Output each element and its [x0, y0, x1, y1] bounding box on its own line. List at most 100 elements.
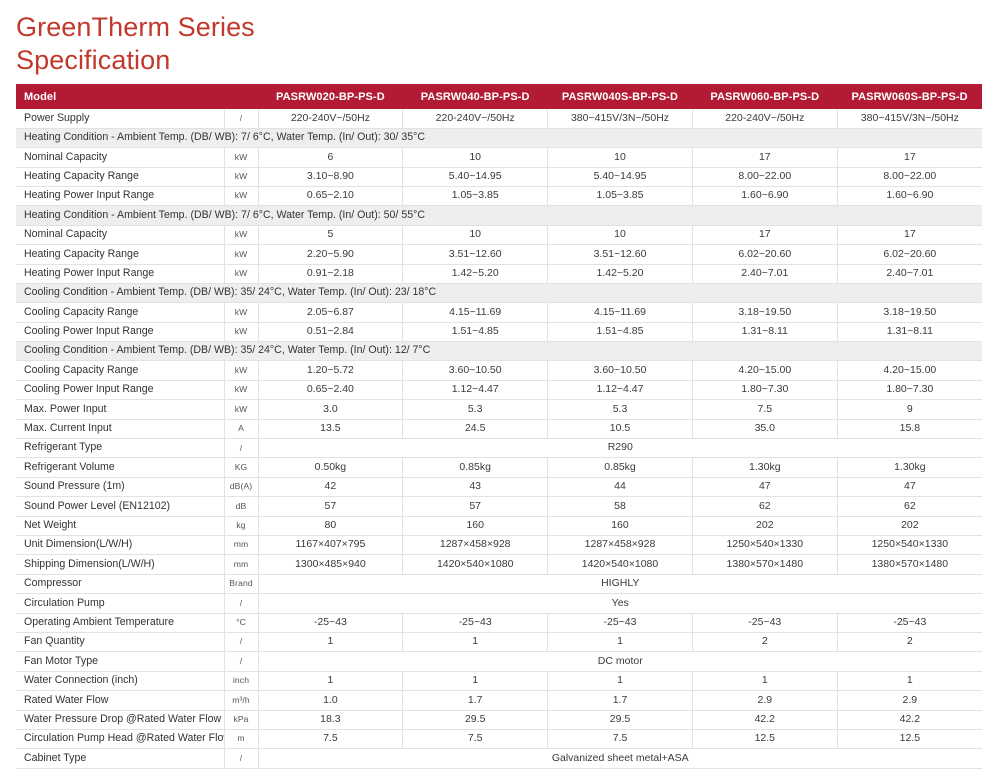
spec-sheet-page: GreenTherm Series Specification Model PA… [16, 12, 982, 769]
row-value: 57 [258, 496, 404, 517]
row-value: 7.5 [547, 729, 693, 750]
row-label: Max. Current Input [16, 419, 225, 440]
row-value: 1.31~8.11 [692, 322, 838, 343]
row-value: 2.05~6.87 [258, 302, 404, 323]
row-label: Max. Power Input [16, 399, 225, 420]
row-label: Refrigerant Type [16, 438, 225, 459]
row-value: 3.18~19.50 [692, 302, 838, 323]
table-row: Rated Water Flow m³/h 1.0 1.7 1.7 2.9 2.9 [16, 690, 982, 711]
table-row: Cooling Power Input Range kW 0.65~2.40 1.12… [16, 380, 982, 401]
row-unit: kg [224, 516, 259, 537]
header-model-2: PASRW040-BP-PS-D [402, 84, 548, 110]
row-value: 1.20~5.72 [258, 360, 404, 381]
section-header-row: Cooling Condition - Ambient Temp. (DB/ W… [16, 283, 982, 304]
row-value: 6.02~20.60 [837, 244, 982, 265]
row-label: Water Connection (inch) [16, 671, 225, 692]
row-value: 1 [547, 671, 693, 692]
row-value: -25~43 [402, 613, 549, 633]
row-value: 1.30kg [837, 457, 982, 478]
section-header-row: Cooling Condition - Ambient Temp. (DB/ W… [16, 341, 982, 362]
row-value: 1 [692, 671, 838, 692]
row-value: 1250×540×1330 [692, 535, 838, 556]
row-unit: Brand [224, 574, 259, 595]
row-value: 0.50kg [258, 457, 404, 478]
table-row: Cabinet Type / Galvanized sheet metal+ASA [16, 748, 982, 769]
row-value: 5.3 [402, 399, 549, 420]
row-label: Net Weight [16, 516, 225, 537]
row-label: Cooling Capacity Range [16, 302, 225, 323]
row-value: 24.5 [402, 419, 549, 440]
table-row: Net Weight kg 80 160 160 202 202 [16, 516, 982, 537]
row-value: 6.02~20.60 [692, 244, 838, 265]
row-label: Nominal Capacity [16, 147, 225, 168]
row-label: Fan Quantity [16, 632, 225, 653]
row-value: 17 [837, 147, 982, 168]
row-value: 10 [547, 225, 693, 246]
row-value: 2.9 [692, 690, 838, 711]
table-row: Water Pressure Drop @Rated Water Flow kPa… [16, 710, 982, 730]
row-value: 1287×458×928 [402, 535, 549, 556]
row-value: 1.12~4.47 [402, 380, 549, 401]
row-label: Sound Pressure (1m) [16, 477, 225, 498]
table-row: Cooling Capacity Range kW 2.05~6.87 4.15~11… [16, 302, 982, 323]
row-value: 1 [258, 632, 404, 653]
row-value: 13.5 [258, 419, 404, 440]
row-value: 29.5 [547, 710, 693, 730]
row-label: Heating Power Input Range [16, 186, 225, 207]
header-model-5: PASRW060S-BP-PS-D [837, 84, 982, 110]
row-value: 1 [837, 671, 982, 692]
row-label: Cooling Power Input Range [16, 380, 225, 401]
row-label: Rated Water Flow [16, 690, 225, 711]
row-value: -25~43 [258, 613, 404, 633]
row-value: 4.15~11.69 [402, 302, 549, 323]
table-row: Nominal Capacity kW 6 10 10 17 17 [16, 147, 982, 168]
table-row: Water Connection (inch) inch 1 1 1 1 1 [16, 671, 982, 692]
row-value: 1.80~7.30 [837, 380, 982, 401]
row-value: 7.5 [692, 399, 838, 420]
row-value: 1.60~6.90 [692, 186, 838, 207]
row-unit: / [224, 651, 259, 672]
row-value: 62 [837, 496, 982, 517]
row-value: 9 [837, 399, 982, 420]
row-value: 2.9 [837, 690, 982, 711]
table-row: Heating Capacity Range kW 3.10~8.90 5.40~14… [16, 167, 982, 187]
row-unit: kW [224, 225, 259, 246]
row-value: 5.40~14.95 [547, 167, 693, 187]
row-value: 3.60~10.50 [547, 360, 693, 381]
row-value: 1.05~3.85 [402, 186, 549, 207]
row-value: 10 [402, 147, 549, 168]
row-unit: mm [224, 535, 259, 556]
row-unit: inch [224, 671, 259, 692]
table-row: Refrigerant Type / R290 [16, 438, 982, 459]
row-value: 42.2 [692, 710, 838, 730]
row-unit: kW [224, 264, 259, 284]
row-value: 220-240V~/50Hz [258, 109, 404, 129]
row-unit: kW [224, 167, 259, 187]
row-value: 35.0 [692, 419, 838, 440]
row-label: Compressor [16, 574, 225, 595]
table-row: Max. Current Input A 13.5 24.5 10.5 35.0 15.8 [16, 419, 982, 440]
row-value: 43 [402, 477, 549, 498]
row-unit: / [224, 748, 259, 769]
row-value: 58 [547, 496, 693, 517]
row-unit: / [224, 438, 259, 459]
row-value: 42 [258, 477, 404, 498]
row-value: 18.3 [258, 710, 404, 730]
table-row: Power Supply/220-240V~/50Hz 220-240V~/50H… [16, 109, 982, 129]
row-value: 5.40~14.95 [402, 167, 549, 187]
row-value: 5.3 [547, 399, 693, 420]
row-unit: KG [224, 457, 259, 478]
row-value: 8.00~22.00 [692, 167, 838, 187]
row-value: 29.5 [402, 710, 549, 730]
specification-table: Model PASRW020-BP-PS-D PASRW040-BP-PS-D … [16, 84, 982, 769]
table-row: Fan Motor Type / DC motor [16, 651, 982, 672]
row-label: Heating Capacity Range [16, 167, 225, 187]
table-header: Model PASRW020-BP-PS-D PASRW040-BP-PS-D … [16, 84, 982, 110]
row-unit: kPa [224, 710, 259, 730]
row-unit: m³/h [224, 690, 259, 711]
row-value: 3.0 [258, 399, 404, 420]
row-value: 3.60~10.50 [402, 360, 549, 381]
table-row: Nominal Capacity kW 5 10 10 17 17 [16, 225, 982, 246]
row-value: 80 [258, 516, 404, 537]
table-row: Shipping Dimension(L/W/H) mm 1300×485×940 1… [16, 554, 982, 575]
